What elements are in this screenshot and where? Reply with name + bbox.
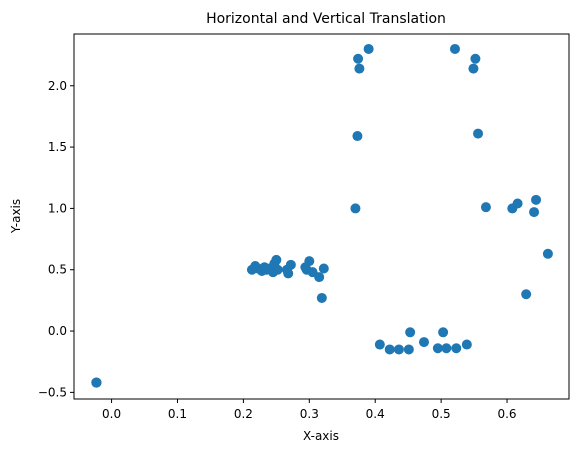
data-point (480, 202, 491, 213)
data-point (316, 292, 327, 303)
x-tick-label: 0.0 (102, 407, 121, 421)
y-tick-label: 1.0 (48, 201, 67, 215)
data-point (271, 254, 282, 265)
data-point (304, 256, 315, 267)
x-tick-label: 0.2 (234, 407, 253, 421)
y-tick-label: −0.5 (38, 385, 67, 399)
plot-area (74, 34, 569, 399)
data-point (384, 344, 395, 355)
x-tick-label: 0.6 (497, 407, 516, 421)
data-point (363, 43, 374, 54)
data-point (521, 289, 532, 300)
data-point (438, 327, 449, 338)
points-layer (91, 43, 553, 388)
data-point (283, 268, 294, 279)
x-tick-label: 0.1 (168, 407, 187, 421)
data-point (91, 377, 102, 388)
y-tick-label: 0.5 (48, 263, 67, 277)
data-point (405, 327, 416, 338)
chart-title: Horizontal and Vertical Translation (206, 11, 446, 27)
x-axis-ticks: 0.0 0.1 0.2 0.3 0.4 0.5 0.6 (102, 399, 517, 421)
data-point (461, 339, 472, 350)
data-point (285, 259, 296, 270)
x-tick-label: 0.4 (366, 407, 385, 421)
y-tick-label: 2.0 (48, 79, 67, 93)
y-axis-label: Y-axis (9, 199, 23, 234)
data-point (451, 343, 462, 354)
data-point (432, 343, 443, 354)
data-point (354, 63, 365, 74)
y-tick-label: 0.0 (48, 324, 67, 338)
data-point (531, 194, 542, 205)
data-point (512, 198, 523, 209)
data-point (350, 203, 361, 214)
data-point (374, 339, 385, 350)
data-point (529, 207, 540, 218)
y-tick-label: 1.5 (48, 140, 67, 154)
x-tick-label: 0.3 (300, 407, 319, 421)
y-axis-ticks: −0.5 0.0 0.5 1.0 1.5 2.0 (38, 79, 74, 399)
data-point (393, 344, 404, 355)
data-point (542, 248, 553, 259)
data-point (353, 53, 364, 64)
data-point (352, 131, 363, 142)
data-point (449, 43, 460, 54)
x-axis-label: X-axis (303, 429, 339, 443)
plot-frame (73, 33, 570, 400)
data-point (403, 344, 414, 355)
x-tick-label: 0.5 (432, 407, 451, 421)
data-point (468, 63, 479, 74)
data-point (314, 272, 325, 283)
data-point (318, 263, 329, 274)
data-point (272, 264, 283, 275)
data-point (418, 337, 429, 348)
data-point (470, 53, 481, 64)
data-point (473, 128, 484, 139)
data-point (441, 343, 452, 354)
